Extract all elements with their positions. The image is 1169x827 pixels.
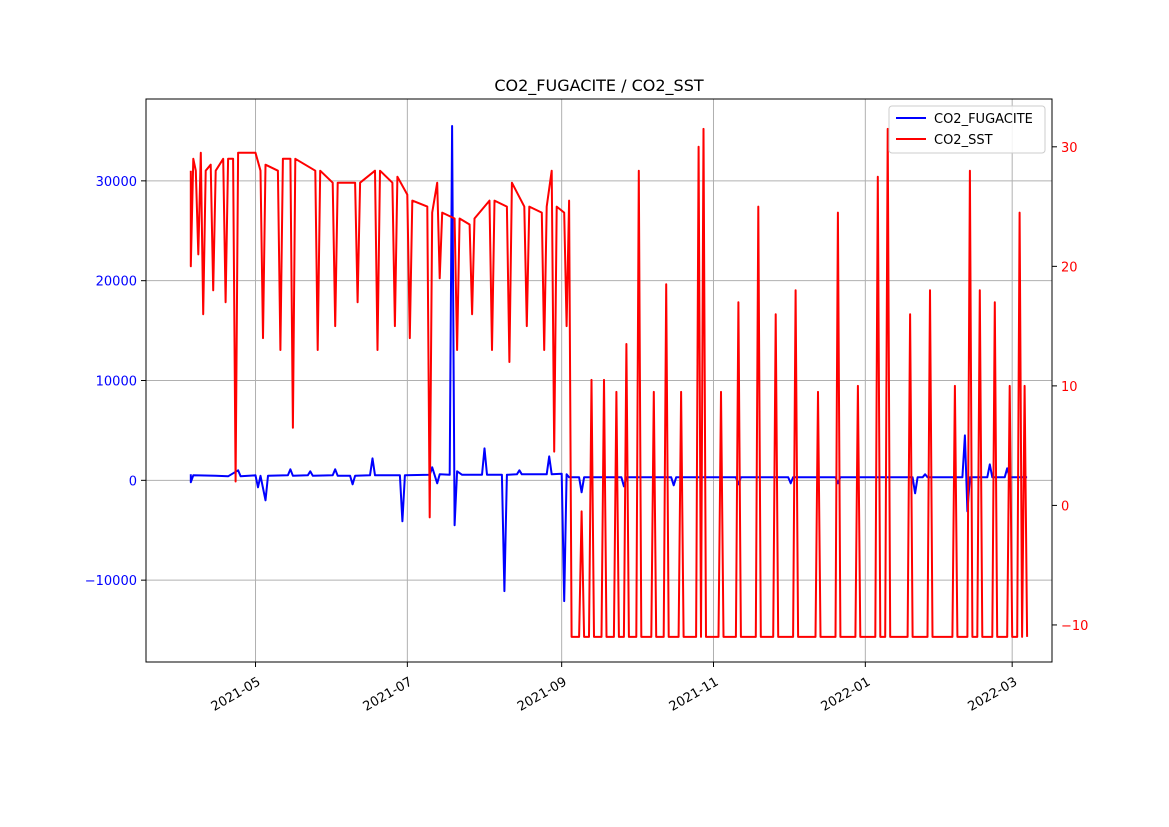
- series-line-co2-fugacite: [189, 125, 1028, 603]
- y-left-tick-label: 20000: [96, 275, 137, 290]
- y-right-tick-label: 30: [1061, 141, 1078, 156]
- y-left-tick-label: 10000: [96, 375, 137, 390]
- y-axis-right: −10 0 10 20 30: [1052, 141, 1088, 634]
- legend-box: [888, 105, 1046, 154]
- y-right-tick-label: 20: [1061, 260, 1078, 275]
- legend: CO2_FUGACITE CO2_SST: [888, 105, 1046, 154]
- series-line-co2-sst: [189, 127, 1029, 638]
- y-left-tick-label: 0: [129, 474, 137, 489]
- y-left-tick-label: −10000: [85, 574, 137, 589]
- y-right-tick-label: −10: [1061, 619, 1088, 634]
- y-axis-left: −10000 0 10000 20000 30000: [85, 175, 146, 589]
- chart-title: CO2_FUGACITE / CO2_SST: [494, 76, 704, 96]
- legend-label-co2-fugacite: CO2_FUGACITE: [934, 112, 1033, 127]
- grid-layer: [146, 99, 1052, 662]
- y-right-tick-label: 0: [1061, 499, 1069, 514]
- y-right-tick-label: 10: [1061, 380, 1078, 395]
- legend-label-co2-sst: CO2_SST: [934, 133, 993, 148]
- y-left-tick-label: 30000: [96, 175, 137, 190]
- series-layer: [189, 125, 1029, 638]
